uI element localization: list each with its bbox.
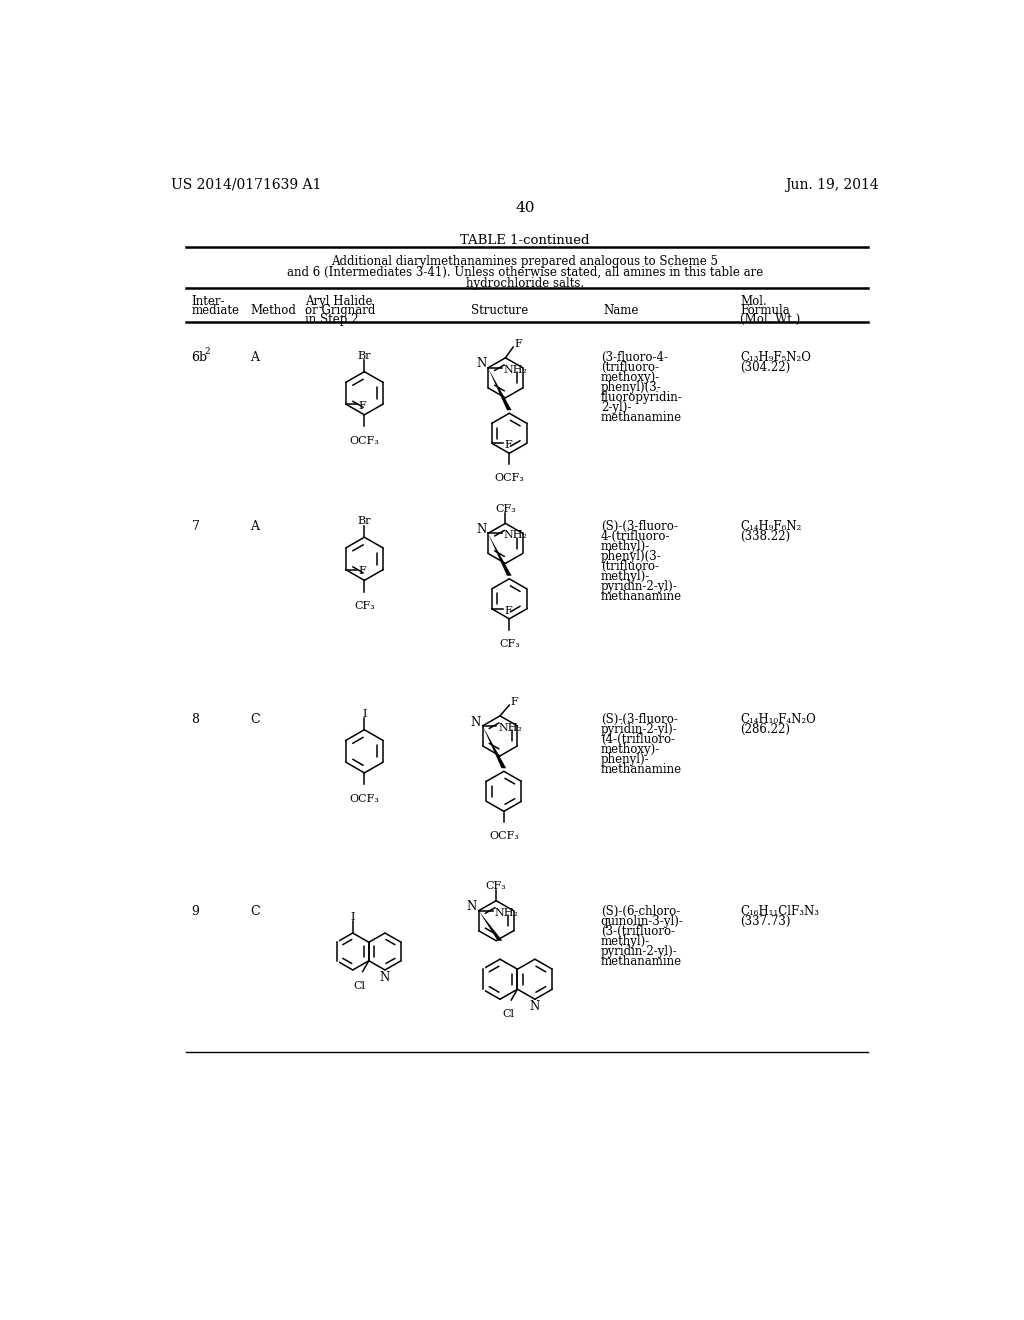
Text: 2: 2	[204, 347, 210, 356]
Text: CF₃: CF₃	[485, 882, 507, 891]
Text: OCF₃: OCF₃	[488, 832, 519, 841]
Text: F: F	[358, 401, 367, 411]
Text: A: A	[251, 520, 259, 533]
Text: 40: 40	[515, 201, 535, 215]
Text: OCF₃: OCF₃	[349, 793, 379, 804]
Text: US 2014/0171639 A1: US 2014/0171639 A1	[171, 178, 321, 191]
Text: pyridin-2-yl)-: pyridin-2-yl)-	[601, 723, 678, 735]
Text: methanamine: methanamine	[601, 411, 682, 424]
Text: F: F	[511, 697, 518, 708]
Text: Br: Br	[357, 516, 371, 527]
Text: TABLE 1-continued: TABLE 1-continued	[460, 234, 590, 247]
Text: N: N	[476, 358, 486, 371]
Text: F: F	[515, 339, 522, 350]
Text: and 6 (Intermediates 3-41). Unless otherwise stated, all amines in this table ar: and 6 (Intermediates 3-41). Unless other…	[287, 267, 763, 280]
Text: Mol.: Mol.	[740, 294, 767, 308]
Text: quinolin-3-yl)-: quinolin-3-yl)-	[601, 915, 684, 928]
Text: CF₃: CF₃	[499, 639, 519, 649]
Text: N: N	[529, 1001, 540, 1014]
Text: Aryl Halide: Aryl Halide	[305, 294, 372, 308]
Text: methanamine: methanamine	[601, 590, 682, 603]
Text: CF₃: CF₃	[354, 601, 375, 611]
Text: 2-yl)-: 2-yl)-	[601, 401, 631, 414]
Text: pyridin-2-yl)-: pyridin-2-yl)-	[601, 581, 678, 594]
Text: methanamine: methanamine	[601, 956, 682, 969]
Text: (trifluoro-: (trifluoro-	[601, 561, 658, 573]
Text: NH₂: NH₂	[498, 723, 522, 733]
Text: Cl: Cl	[353, 981, 366, 991]
Polygon shape	[482, 726, 506, 768]
Text: (trifluoro-: (trifluoro-	[601, 360, 658, 374]
Text: (3-(trifluoro-: (3-(trifluoro-	[601, 925, 675, 939]
Text: Method: Method	[251, 304, 296, 317]
Text: fluoropyridin-: fluoropyridin-	[601, 391, 683, 404]
Text: mediate: mediate	[191, 304, 240, 317]
Text: (337.73): (337.73)	[740, 915, 791, 928]
Text: phenyl)(3-: phenyl)(3-	[601, 550, 662, 564]
Text: (S)-(3-fluoro-: (S)-(3-fluoro-	[601, 713, 678, 726]
Text: Br: Br	[357, 351, 371, 360]
Text: C₁₆H₁₁ClF₃N₃: C₁₆H₁₁ClF₃N₃	[740, 906, 819, 919]
Text: C₁₃H₉F₅N₂O: C₁₃H₉F₅N₂O	[740, 351, 811, 364]
Text: F: F	[504, 441, 512, 450]
Text: methoxy)-: methoxy)-	[601, 371, 660, 384]
Text: C: C	[251, 906, 260, 919]
Polygon shape	[488, 368, 512, 411]
Text: (4-(trifluoro-: (4-(trifluoro-	[601, 733, 675, 746]
Text: F: F	[358, 566, 367, 577]
Text: Cl: Cl	[502, 1010, 514, 1019]
Text: N: N	[380, 972, 390, 985]
Text: F: F	[504, 606, 512, 615]
Text: Name: Name	[604, 304, 639, 317]
Text: in Step 2: in Step 2	[305, 313, 358, 326]
Text: methyl)-: methyl)-	[601, 540, 650, 553]
Text: C₁₄H₁₀F₄N₂O: C₁₄H₁₀F₄N₂O	[740, 713, 816, 726]
Text: hydrochloride salts.: hydrochloride salts.	[466, 277, 584, 290]
Text: or Grignard: or Grignard	[305, 304, 375, 317]
Polygon shape	[488, 533, 512, 576]
Text: N: N	[471, 715, 481, 729]
Text: pyridin-2-yl)-: pyridin-2-yl)-	[601, 945, 678, 958]
Text: NH₂: NH₂	[495, 908, 518, 917]
Text: methyl)-: methyl)-	[601, 936, 650, 948]
Text: (338.22): (338.22)	[740, 531, 791, 544]
Text: (3-fluoro-4-: (3-fluoro-4-	[601, 351, 668, 364]
Text: (304.22): (304.22)	[740, 360, 791, 374]
Text: phenyl)(3-: phenyl)(3-	[601, 381, 662, 393]
Text: methoxy)-: methoxy)-	[601, 743, 660, 756]
Text: N: N	[467, 900, 477, 913]
Text: (S)-(3-fluoro-: (S)-(3-fluoro-	[601, 520, 678, 533]
Text: Structure: Structure	[471, 304, 528, 317]
Text: A: A	[251, 351, 259, 364]
Text: OCF₃: OCF₃	[349, 436, 379, 446]
Text: (S)-(6-chloro-: (S)-(6-chloro-	[601, 906, 680, 919]
Text: Inter-: Inter-	[191, 294, 225, 308]
Text: 9: 9	[191, 906, 200, 919]
Text: 8: 8	[191, 713, 200, 726]
Text: Jun. 19, 2014: Jun. 19, 2014	[785, 178, 879, 191]
Text: phenyl)-: phenyl)-	[601, 752, 649, 766]
Text: methanamine: methanamine	[601, 763, 682, 776]
Text: Additional diarylmethanamines prepared analogous to Scheme 5: Additional diarylmethanamines prepared a…	[332, 256, 718, 268]
Text: C₁₄H₉F₆N₂: C₁₄H₉F₆N₂	[740, 520, 802, 533]
Text: N: N	[476, 523, 486, 536]
Text: OCF₃: OCF₃	[495, 474, 524, 483]
Text: NH₂: NH₂	[504, 364, 527, 375]
Text: (Mol. Wt.): (Mol. Wt.)	[740, 313, 801, 326]
Text: I: I	[350, 912, 355, 923]
Text: 7: 7	[191, 520, 200, 533]
Text: C: C	[251, 713, 260, 726]
Text: methyl)-: methyl)-	[601, 570, 650, 583]
Text: Formula: Formula	[740, 304, 790, 317]
Text: NH₂: NH₂	[504, 531, 527, 540]
Text: (286.22): (286.22)	[740, 723, 791, 735]
Text: 4-(trifluoro-: 4-(trifluoro-	[601, 531, 671, 544]
Text: CF₃: CF₃	[495, 504, 516, 513]
Polygon shape	[478, 911, 503, 941]
Text: I: I	[362, 709, 367, 719]
Text: 6b: 6b	[191, 351, 208, 364]
